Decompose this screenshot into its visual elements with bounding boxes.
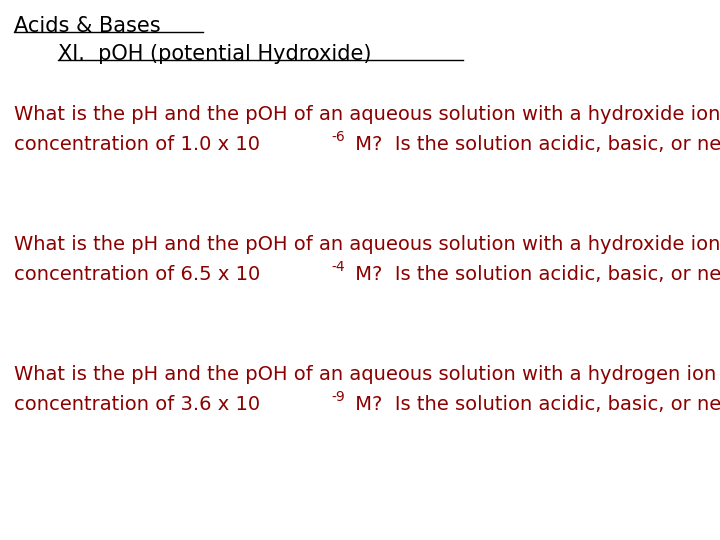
Text: concentration of 6.5 x 10: concentration of 6.5 x 10 (14, 265, 260, 284)
Text: Acids & Bases: Acids & Bases (14, 16, 161, 36)
Text: -9: -9 (332, 390, 346, 404)
Text: -4: -4 (332, 260, 346, 274)
Text: concentration of 3.6 x 10: concentration of 3.6 x 10 (14, 395, 260, 414)
Text: What is the pH and the pOH of an aqueous solution with a hydroxide ion: What is the pH and the pOH of an aqueous… (14, 105, 720, 124)
Text: M?  Is the solution acidic, basic, or neutral?: M? Is the solution acidic, basic, or neu… (349, 395, 720, 414)
Text: -6: -6 (331, 130, 345, 144)
Text: M?  Is the solution acidic, basic, or neutral?: M? Is the solution acidic, basic, or neu… (349, 265, 720, 284)
Text: What is the pH and the pOH of an aqueous solution with a hydroxide ion: What is the pH and the pOH of an aqueous… (14, 235, 720, 254)
Text: M?  Is the solution acidic, basic, or neutral?: M? Is the solution acidic, basic, or neu… (349, 135, 720, 154)
Text: What is the pH and the pOH of an aqueous solution with a hydrogen ion: What is the pH and the pOH of an aqueous… (14, 365, 716, 384)
Text: concentration of 1.0 x 10: concentration of 1.0 x 10 (14, 135, 260, 154)
Text: XI.  pOH (potential Hydroxide): XI. pOH (potential Hydroxide) (58, 44, 372, 64)
